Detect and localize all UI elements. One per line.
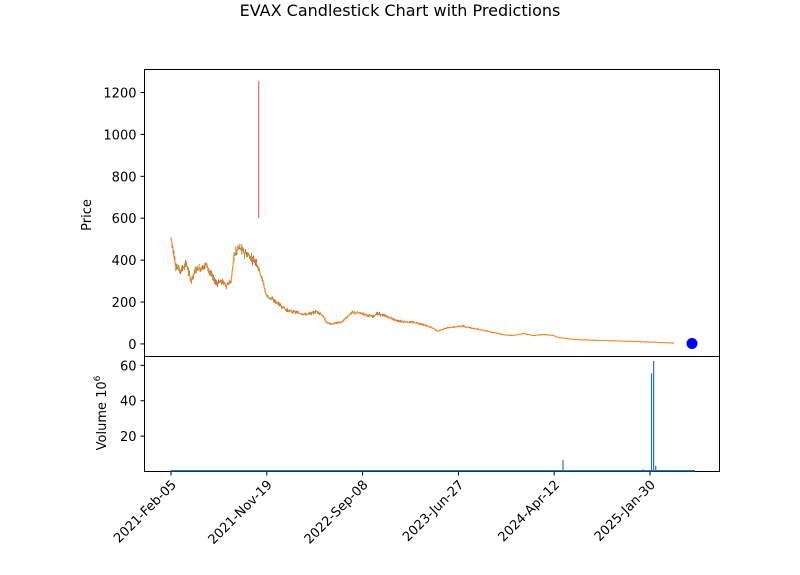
x-tick-label: 2021-Nov-19 [206,478,276,548]
x-tick-label: 2024-Apr-12 [496,478,563,545]
volume-y-tick-label: 20 [120,430,137,445]
x-tick-label: 2022-Sep-08 [302,478,372,548]
volume-axis-label: Volume 106 [93,375,110,450]
volume-panel: 20 40 60 Volume 106 [93,356,720,472]
price-y-tick-label: 1200 [103,87,136,102]
volume-axis-label-exponent: 6 [93,375,103,381]
price-y-tick-label: 1000 [103,128,136,143]
volume-y-tick-label: 40 [120,395,137,410]
x-tick-label: 2025-Jan-30 [592,478,659,545]
price-y-tick-label: 0 [128,338,136,353]
price-candles [170,81,698,350]
price-y-tick-label: 200 [112,296,137,311]
volume-axes-frame [144,356,720,472]
prediction-point [686,338,698,350]
volume-y-ticks: 20 40 60 [120,359,145,445]
price-y-tick-label: 800 [112,170,137,185]
x-tick-label: 2021-Feb-05 [111,478,180,547]
price-axes-frame [144,69,720,357]
x-tick-label: 2023-Jun-27 [400,478,467,545]
volume-y-tick-label: 60 [120,359,137,374]
x-axis-ticks: 2021-Feb-05 2021-Nov-19 2022-Sep-08 2023-Ju… [111,471,659,548]
prediction-line [170,237,675,344]
volume-axis-label-base: Volume 10 [95,381,110,450]
price-panel: 0 200 400 600 800 1000 1200 Price [80,69,720,357]
price-y-ticks: 0 200 400 600 800 1000 1200 [103,87,145,353]
price-axis-label: Price [80,199,95,231]
volume-bars [170,360,695,472]
price-y-tick-label: 600 [112,212,137,227]
price-y-tick-label: 400 [112,254,137,269]
chart-title: EVAX Candlestick Chart with Predictions [240,1,561,20]
